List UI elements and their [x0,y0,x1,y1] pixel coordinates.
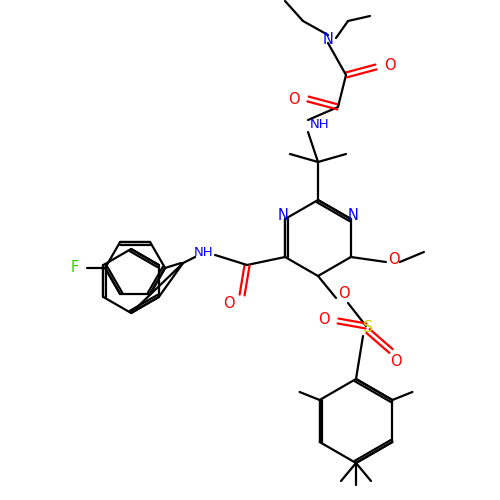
Text: O: O [390,354,402,368]
Text: NH: NH [194,246,213,258]
Text: N: N [278,208,288,224]
Text: N: N [348,208,358,224]
Text: O: O [388,252,400,268]
Text: N: N [322,32,334,46]
Text: O: O [288,92,300,106]
Text: NH: NH [310,118,330,130]
Text: F: F [71,260,79,276]
Text: O: O [318,312,330,328]
Text: O: O [384,58,396,72]
Text: S: S [363,320,373,336]
Text: O: O [224,296,235,310]
Text: O: O [338,286,350,302]
